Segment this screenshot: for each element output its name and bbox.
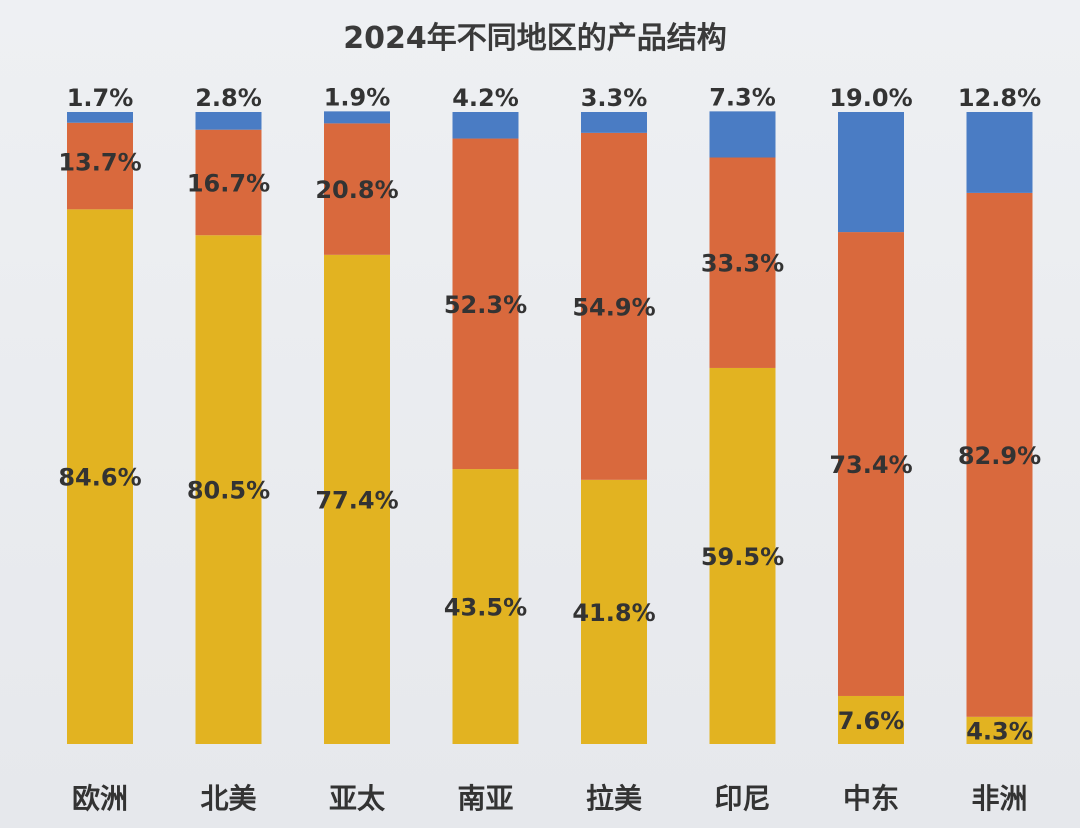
bar-segment-bottom [67,209,133,744]
data-label-bottom: 80.5% [187,477,270,505]
bar-segment-top [324,111,390,124]
bar-segment-middle [838,232,904,696]
bar-segment-bottom [195,235,262,745]
data-label-top: 2.8% [195,84,262,112]
data-label-bottom: 4.3% [966,717,1033,745]
bars-layer [67,111,1033,745]
data-label-top: 1.7% [67,84,134,112]
chart-title: 2024年不同地区的产品结构 [343,21,727,56]
data-label-middle: 13.7% [58,149,141,177]
bar-segment-middle [966,192,1033,717]
data-label-top: 19.0% [829,84,912,112]
data-label-bottom: 7.6% [838,707,905,735]
bar-segment-middle [324,123,390,255]
category-label: 欧洲 [72,782,128,815]
data-label-top: 12.8% [958,84,1041,112]
data-label-bottom: 77.4% [315,486,398,514]
data-label-top: 4.2% [452,84,519,112]
category-label: 南亚 [457,782,513,815]
data-label-top: 3.3% [581,84,648,112]
bar-segment-bottom [966,716,1033,744]
bar-segment-top [452,112,519,139]
bar-segment-bottom [581,479,647,744]
category-label: 拉美 [586,782,642,815]
bar-segment-top [966,112,1033,193]
category-label: 北美 [200,782,256,815]
data-label-top: 1.9% [324,83,391,111]
data-label-middle: 33.3% [701,250,784,278]
data-label-bottom: 59.5% [701,543,784,571]
bar-segment-bottom [324,254,390,744]
bar-segment-top [581,112,647,133]
data-label-middle: 82.9% [958,442,1041,470]
data-label-middle: 20.8% [315,176,398,204]
category-label: 中东 [843,782,899,815]
data-label-middle: 16.7% [187,169,270,197]
bar-segment-middle [581,132,647,480]
bar-segment-middle [452,138,519,470]
data-label-middle: 52.3% [444,291,527,319]
bar-segment-bottom [452,469,519,744]
data-label-bottom: 43.5% [444,594,527,622]
bar-segment-top [67,112,133,123]
bar-segment-middle [67,122,133,210]
data-labels-layer: 84.6% 13.7% 1.7% 80.5% 16.7% 2.8% 77.4% 20.8% 1.… [58,83,1041,745]
bar-segment-top [195,112,262,130]
bar-segment-top [709,111,776,158]
bar-segment-bottom [838,695,904,744]
category-label: 亚太 [329,782,386,815]
bar-segment-middle [709,157,776,368]
category-label: 印尼 [714,782,770,815]
category-label: 非洲 [971,782,1027,815]
bar-segment-middle [195,129,262,236]
data-label-top: 7.3% [709,83,776,111]
data-label-middle: 73.4% [829,451,912,479]
data-label-bottom: 84.6% [58,464,141,492]
bar-segment-top [838,112,904,233]
bar-segment-bottom [709,367,776,744]
category-labels-layer: 欧洲 北美 亚太 南亚 拉美 印尼 中东 非洲 [72,782,1028,815]
data-label-bottom: 41.8% [572,599,655,627]
data-label-middle: 54.9% [572,293,655,321]
